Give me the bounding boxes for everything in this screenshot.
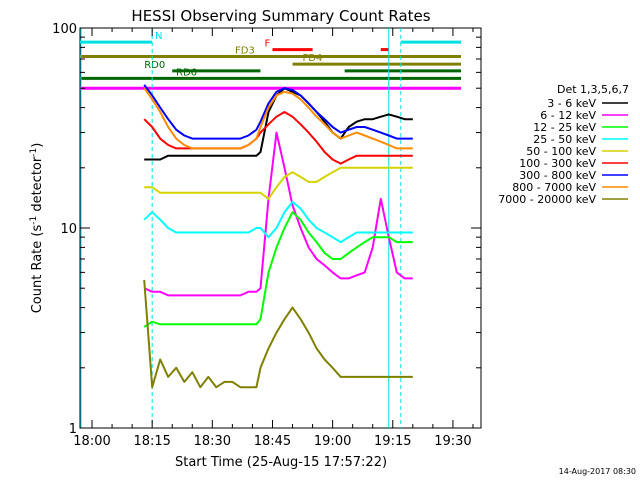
x-tick-label: 19:00 (314, 434, 351, 449)
legend-label: 50 - 100 keV (526, 145, 596, 158)
series-line (143, 279, 413, 389)
flag-label: RD6 (176, 67, 197, 78)
y-tick-label: 100 (52, 22, 77, 37)
series-layer (143, 84, 413, 389)
x-tick-label: 18:45 (254, 434, 291, 449)
y-axis-label-sup2: -1 (29, 148, 39, 157)
legend-label: 7000 - 20000 keV (498, 193, 596, 206)
y-axis-label-main: Count Rate (s (30, 225, 45, 314)
x-axis-label: Start Time (25-Aug-15 17:57:22) (175, 455, 387, 470)
legend-label: 25 - 50 keV (533, 133, 596, 146)
x-tick-label: 19:15 (374, 434, 411, 449)
x-tick-label: 18:00 (73, 434, 110, 449)
series-line (143, 84, 413, 140)
flag-label: F (264, 39, 270, 50)
series-line (144, 166, 413, 200)
flag-label: N (155, 31, 162, 42)
legend-label: 300 - 800 keV (519, 169, 596, 182)
x-tick-label: 18:30 (194, 434, 231, 449)
legend-label: 3 - 6 keV (547, 97, 596, 110)
legend-label: 6 - 12 keV (540, 109, 596, 122)
flag-label: RD0 (144, 60, 165, 71)
footer-timestamp: 14-Aug-2017 08:30 (559, 467, 636, 476)
y-axis-label-mid: detector (30, 156, 45, 216)
series-line (143, 211, 413, 328)
legend-label: 800 - 7000 keV (512, 181, 596, 194)
legend-label: 12 - 25 keV (533, 121, 596, 134)
y-axis-label-sup1: -1 (29, 216, 39, 225)
x-tick-label: 18:15 (133, 434, 170, 449)
series-line (143, 87, 413, 150)
legend-label: 100 - 300 keV (519, 157, 596, 170)
y-tick-label: 10 (60, 222, 77, 237)
flags-layer: N F FD3 FD4 RD0 RD6 (80, 31, 461, 90)
chart-title: HESSI Observing Summary Count Rates (131, 7, 430, 25)
y-axis-label: Count Rate (s-1 detector-1) (29, 143, 45, 314)
legend-header: Det 1,3,5,6,7 (557, 83, 629, 96)
flag-label: FD4 (303, 53, 323, 64)
x-tick-label: 19:30 (434, 434, 471, 449)
x-axis: 18:00 18:15 18:30 18:45 19:00 19:15 19:30 (73, 28, 474, 449)
series-line (143, 200, 413, 244)
series-line (143, 111, 413, 165)
flag-label: FD3 (235, 46, 255, 57)
y-axis-label-end: ) (30, 143, 45, 148)
series-line (143, 131, 413, 297)
y-tick-label: 1 (69, 422, 77, 437)
y-axis: 100 10 1 (52, 22, 481, 437)
